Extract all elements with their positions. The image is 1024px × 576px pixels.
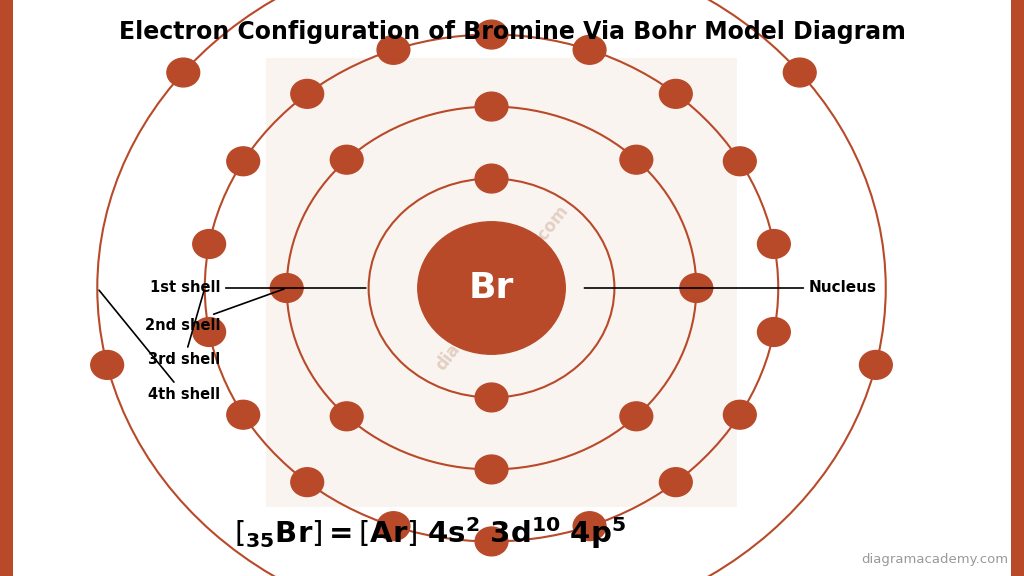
Bar: [0, 0, 13, 576]
Bar: [1011, 0, 1024, 576]
Ellipse shape: [475, 527, 508, 556]
Ellipse shape: [475, 20, 508, 49]
Ellipse shape: [475, 92, 508, 121]
Ellipse shape: [227, 147, 260, 176]
Text: diagramacademy.com: diagramacademy.com: [432, 202, 571, 374]
Ellipse shape: [659, 79, 692, 108]
Text: Br: Br: [469, 271, 514, 305]
Ellipse shape: [418, 222, 565, 354]
FancyBboxPatch shape: [266, 58, 737, 507]
Ellipse shape: [783, 58, 816, 87]
Ellipse shape: [270, 274, 303, 302]
Ellipse shape: [620, 145, 652, 174]
Ellipse shape: [758, 317, 791, 346]
Ellipse shape: [291, 468, 324, 497]
Ellipse shape: [291, 79, 324, 108]
Ellipse shape: [193, 230, 225, 259]
Ellipse shape: [193, 317, 225, 346]
Text: 3rd shell: 3rd shell: [147, 291, 220, 367]
Text: Electron Configuration of Bromine Via Bohr Model Diagram: Electron Configuration of Bromine Via Bo…: [119, 20, 905, 44]
Ellipse shape: [167, 58, 200, 87]
Ellipse shape: [723, 400, 756, 429]
Ellipse shape: [573, 511, 606, 540]
Ellipse shape: [859, 351, 892, 380]
Ellipse shape: [475, 383, 508, 412]
Ellipse shape: [331, 402, 364, 431]
Ellipse shape: [659, 468, 692, 497]
Text: 1st shell: 1st shell: [150, 281, 366, 295]
Ellipse shape: [377, 36, 410, 65]
Text: 4th shell: 4th shell: [99, 290, 220, 402]
Ellipse shape: [91, 351, 124, 380]
Text: diagramacademy.com: diagramacademy.com: [861, 552, 1009, 566]
Ellipse shape: [680, 274, 713, 302]
Text: 2nd shell: 2nd shell: [144, 289, 284, 333]
Ellipse shape: [475, 164, 508, 193]
Ellipse shape: [227, 400, 260, 429]
Ellipse shape: [620, 402, 652, 431]
Ellipse shape: [331, 145, 364, 174]
Text: Nucleus: Nucleus: [585, 281, 877, 295]
Text: $\mathbf{\left[_{35}Br\right] = \left[Ar\right]\ 4s^{2}\ 3d^{10}\ 4p^{5}}$: $\mathbf{\left[_{35}Br\right] = \left[Ar…: [234, 515, 626, 551]
Ellipse shape: [377, 511, 410, 540]
Ellipse shape: [723, 147, 756, 176]
Ellipse shape: [475, 455, 508, 484]
Ellipse shape: [573, 36, 606, 65]
Ellipse shape: [758, 230, 791, 259]
